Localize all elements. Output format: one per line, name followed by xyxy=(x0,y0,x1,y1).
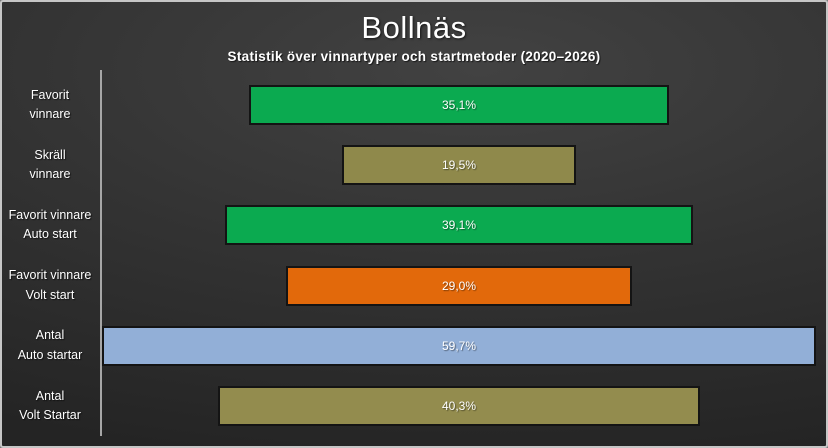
category-label-row: Favorit vinnare Volt start xyxy=(2,256,98,316)
bar-row: 35,1% xyxy=(102,75,816,135)
bar: 35,1% xyxy=(249,85,669,126)
category-label: Favorit vinnare Volt start xyxy=(8,268,92,302)
category-label-column: Favorit vinnare Skräll vinnare Favorit vin… xyxy=(2,75,98,436)
category-label: Antal Volt Startar xyxy=(19,388,81,422)
bar: 39,1% xyxy=(225,205,693,246)
category-label: Skräll vinnare xyxy=(29,147,71,182)
category-label-row: Antal Auto startar xyxy=(2,316,98,376)
bar-value-label: 29,0% xyxy=(441,278,476,293)
category-label-row: Favorit vinnare xyxy=(2,75,98,135)
category-label: Favorit vinnare xyxy=(29,87,71,122)
bar: 40,3% xyxy=(218,385,700,426)
category-label-row: Favorit vinnare Auto start xyxy=(2,195,98,255)
bar: 19,5% xyxy=(342,145,576,186)
bar-row: 39,1% xyxy=(102,195,816,255)
bar: 29,0% xyxy=(285,265,633,306)
bar-value-label: 59,7% xyxy=(441,338,477,353)
category-label: Antal Auto startar xyxy=(17,328,83,362)
chart-subtitle: Statistik över vinnartyper och startmeto… xyxy=(227,49,601,64)
bar-value-label: 19,5% xyxy=(441,158,476,173)
plot-area: 35,1% 19,5% 39,1% 29,0% 59,7% 40,3% xyxy=(102,75,816,436)
bar-value-label: 40,3% xyxy=(441,398,477,413)
bar-value-label: 39,1% xyxy=(441,218,477,233)
bar-row: 59,7% xyxy=(102,316,816,376)
bar-row: 40,3% xyxy=(102,376,816,436)
category-label: Favorit vinnare Auto start xyxy=(8,208,92,242)
category-label-row: Skräll vinnare xyxy=(2,135,98,195)
bar-row: 29,0% xyxy=(102,256,816,316)
category-axis-line xyxy=(100,70,102,436)
bar-value-label: 35,1% xyxy=(441,98,477,113)
bar: 59,7% xyxy=(102,325,816,366)
chart-title: Bollnäs xyxy=(361,10,467,45)
bar-row: 19,5% xyxy=(102,135,816,195)
category-label-row: Antal Volt Startar xyxy=(2,376,98,436)
